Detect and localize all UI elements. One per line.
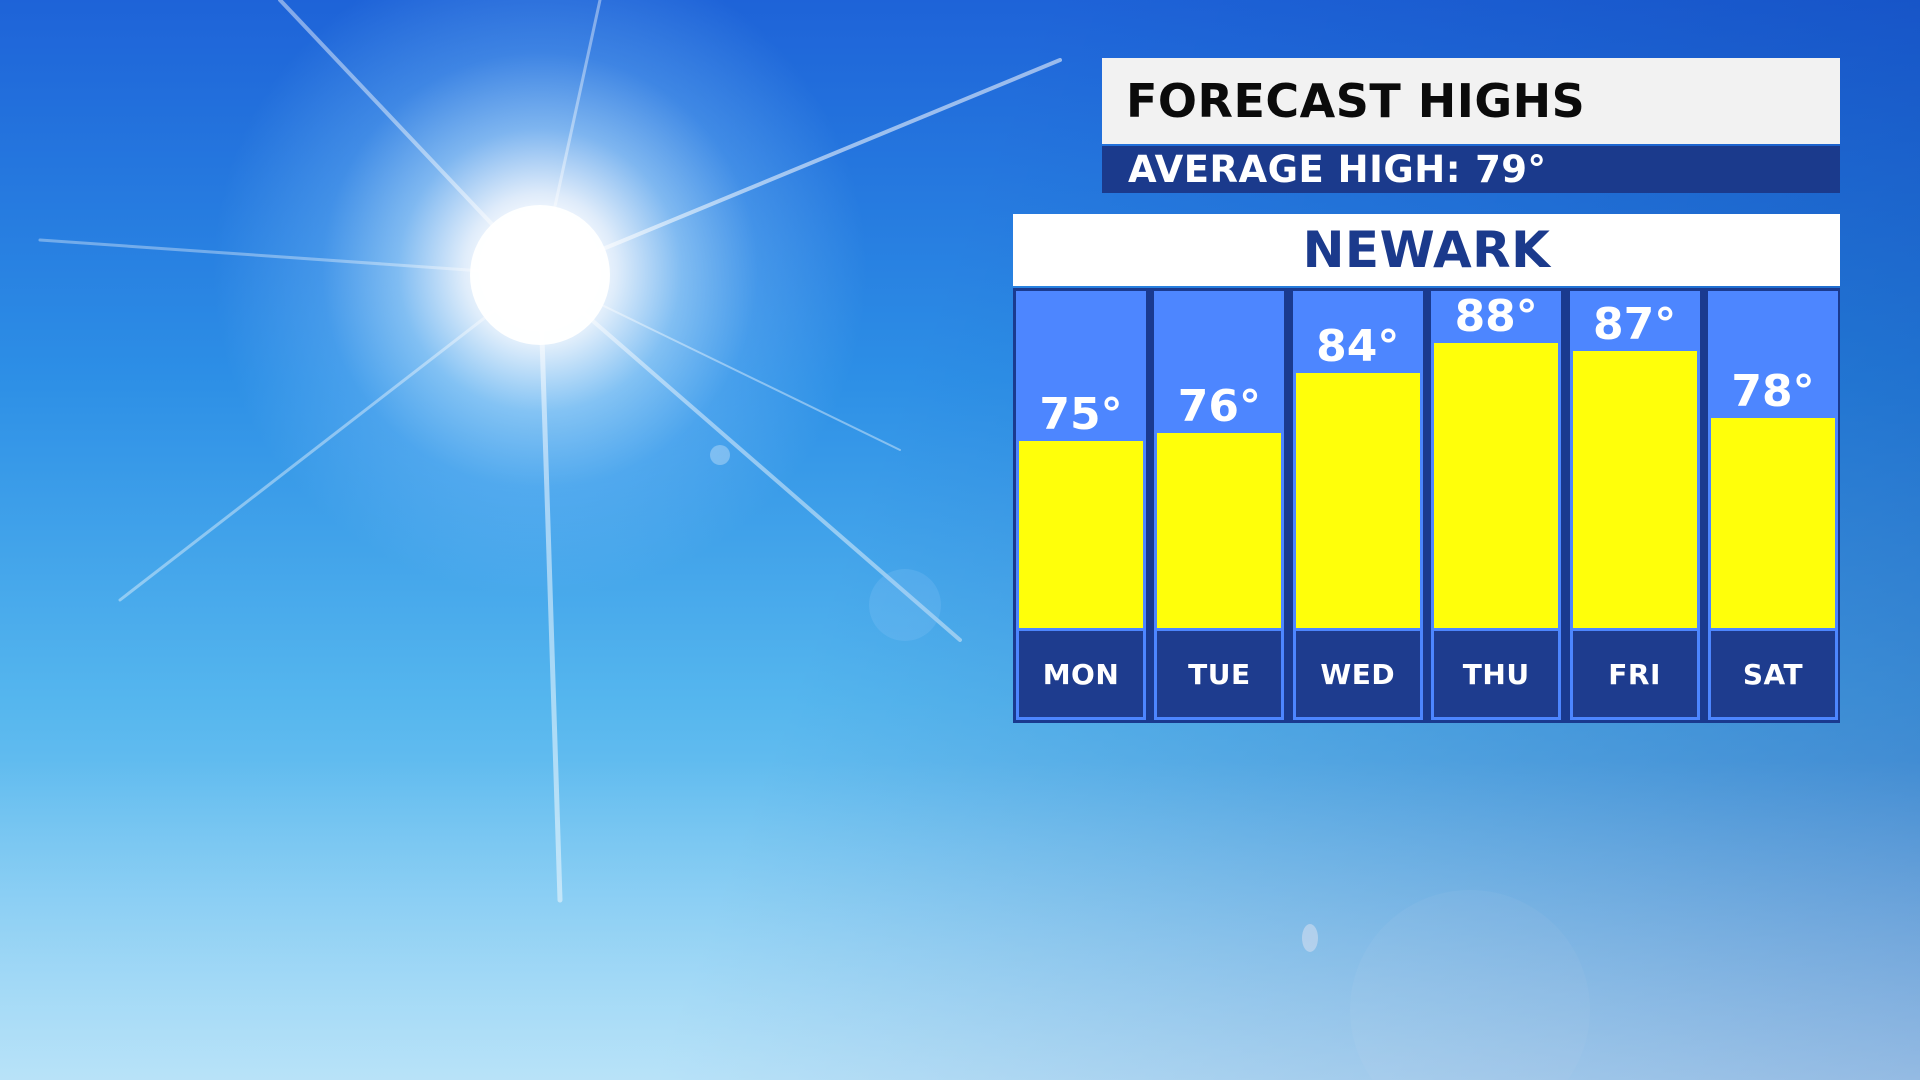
day-label: THU <box>1434 631 1559 717</box>
average-high-value: 79° <box>1475 148 1547 191</box>
temperature-value-label: 84° <box>1316 321 1400 373</box>
graphic-title: FORECAST HIGHS <box>1102 58 1840 144</box>
day-column-mon: 75° MON <box>1016 291 1146 720</box>
day-column-fri: 87° FRI <box>1569 291 1700 720</box>
temperature-value-label: 88° <box>1454 291 1538 343</box>
day-label: FRI <box>1572 631 1697 717</box>
day-label: MON <box>1019 631 1143 717</box>
forecast-bar-chart: 75° MON 76° TUE 84° WED 88° THU 87° FRI 78° SAT <box>1013 288 1840 723</box>
temperature-value-label: 78° <box>1731 366 1815 418</box>
average-high-banner: AVERAGE HIGH: 79° <box>1102 146 1840 193</box>
day-label: TUE <box>1157 631 1282 717</box>
day-column-sat: 78° SAT <box>1708 291 1838 720</box>
temperature-bar <box>1434 343 1559 628</box>
day-column-tue: 76° TUE <box>1154 291 1285 720</box>
day-label: WED <box>1295 631 1420 717</box>
day-column-thu: 88° THU <box>1431 291 1562 720</box>
location-title: NEWARK <box>1013 214 1840 286</box>
temperature-bar <box>1572 350 1697 628</box>
sky-haze <box>0 760 1920 1080</box>
day-column-wed: 84° WED <box>1292 291 1423 720</box>
temperature-bar <box>1157 433 1282 628</box>
temperature-value-label: 75° <box>1039 388 1123 440</box>
temperature-value-label: 76° <box>1177 381 1261 433</box>
temperature-value-label: 87° <box>1592 298 1677 350</box>
temperature-bar <box>1019 440 1143 628</box>
day-label: SAT <box>1711 631 1835 717</box>
average-high-label: AVERAGE HIGH: <box>1128 148 1462 191</box>
temperature-bar <box>1295 373 1420 628</box>
temperature-bar <box>1711 418 1835 628</box>
